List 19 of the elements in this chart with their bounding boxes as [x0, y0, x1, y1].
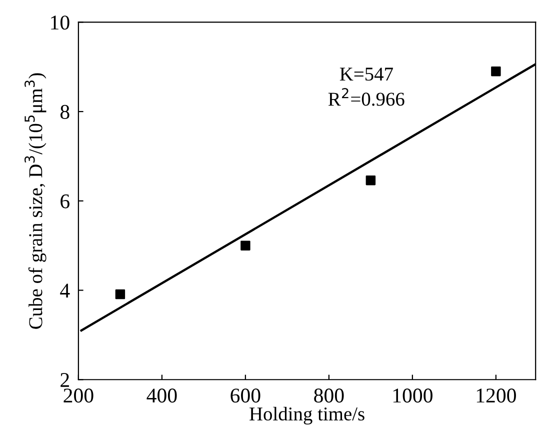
x-tick-label: 600: [230, 388, 260, 403]
x-tick-label: 800: [314, 388, 344, 403]
x-tick-label: 1200: [476, 388, 516, 403]
point: [366, 175, 376, 186]
y-tick-label: 8: [60, 104, 70, 119]
point: [491, 66, 501, 76]
x-tick-label: 1000: [393, 388, 432, 403]
y-tick-label: 2: [60, 373, 69, 387]
annotation: K=547: [340, 68, 393, 81]
y-tick-label: 4: [60, 284, 70, 298]
annotation: R$^{2}$=0.966: [328, 88, 404, 106]
x-tick-label: 200: [64, 388, 94, 403]
y-tick-label: 6: [60, 194, 70, 208]
point: [115, 289, 126, 300]
y-axis-title: Cube of grain size, D$^{3}$/(10$^{5}$μm$^{3}$): [24, 73, 46, 329]
y-tick-label: 10: [51, 16, 70, 30]
x-tick-label: 400: [146, 388, 177, 403]
x-axis-title: Holding time/s: [250, 406, 364, 425]
point: [240, 240, 250, 250]
